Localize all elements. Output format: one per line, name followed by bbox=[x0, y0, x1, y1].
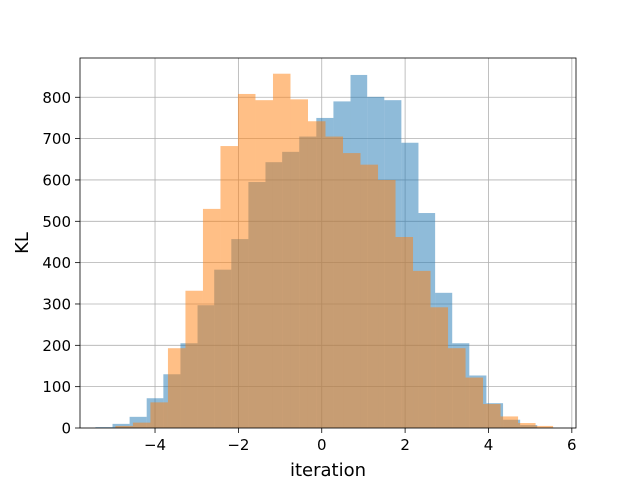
histogram-bar-series-2 bbox=[290, 99, 308, 428]
y-ticks: 0 100 200 300 400 500 600 700 800 bbox=[42, 89, 80, 438]
histogram-bar-series-2 bbox=[150, 402, 168, 428]
histogram-bar-series-2 bbox=[325, 136, 344, 428]
y-tick-label: 700 bbox=[42, 130, 71, 148]
histogram-bar-series-2 bbox=[237, 93, 256, 428]
histogram-bar-series-2 bbox=[430, 307, 449, 428]
histogram-bar-series-2 bbox=[360, 164, 379, 428]
y-tick-label: 400 bbox=[42, 254, 71, 272]
y-tick-label: 800 bbox=[42, 89, 71, 107]
histogram-bar-series-2 bbox=[448, 348, 466, 428]
y-tick-label: 500 bbox=[42, 213, 71, 231]
x-tick-label: 6 bbox=[567, 436, 577, 454]
histogram-bar-series-2 bbox=[167, 348, 186, 428]
y-tick-label: 200 bbox=[42, 337, 71, 355]
x-ticks: −4 −2 0 2 4 6 bbox=[144, 428, 577, 454]
histogram-bar-series-2 bbox=[255, 100, 273, 428]
x-tick-label: 4 bbox=[484, 436, 494, 454]
y-tick-label: 300 bbox=[42, 295, 71, 313]
histogram-bar-series-1 bbox=[129, 416, 147, 428]
histogram-bar-series-2 bbox=[272, 73, 291, 428]
x-tick-label: −4 bbox=[144, 436, 166, 454]
histogram-bar-series-2 bbox=[483, 404, 501, 428]
histogram-bar-series-2 bbox=[465, 377, 484, 428]
histogram-bar-series-2 bbox=[413, 270, 431, 428]
y-axis-label: KL bbox=[12, 232, 33, 254]
histogram-bar-series-2 bbox=[185, 290, 203, 428]
histogram-bar-series-2 bbox=[343, 153, 361, 428]
histogram-bar-series-2 bbox=[500, 416, 519, 428]
histogram-bar-series-2 bbox=[395, 237, 414, 428]
histogram-bar-series-2 bbox=[535, 425, 554, 428]
x-tick-label: −2 bbox=[227, 436, 249, 454]
histogram-bar-series-1 bbox=[95, 427, 113, 428]
bars bbox=[95, 73, 554, 429]
histogram-bar-series-2 bbox=[132, 422, 151, 428]
histogram-bar-series-2 bbox=[220, 146, 238, 429]
x-tick-label: 2 bbox=[400, 436, 410, 454]
axes-frame bbox=[79, 57, 577, 429]
histogram-bar-series-2 bbox=[378, 179, 396, 428]
histogram-bar-series-2 bbox=[115, 425, 133, 428]
y-tick-label: 0 bbox=[61, 420, 71, 438]
x-tick-label: 0 bbox=[317, 436, 327, 454]
histogram-bar-series-2 bbox=[518, 423, 536, 428]
axes-border bbox=[79, 57, 577, 429]
histogram-bar-series-2 bbox=[202, 208, 221, 428]
y-tick-label: 100 bbox=[42, 378, 71, 396]
x-axis-label: iteration bbox=[290, 460, 366, 480]
y-tick-label: 600 bbox=[42, 171, 71, 189]
histogram-bar-series-2 bbox=[307, 121, 326, 428]
